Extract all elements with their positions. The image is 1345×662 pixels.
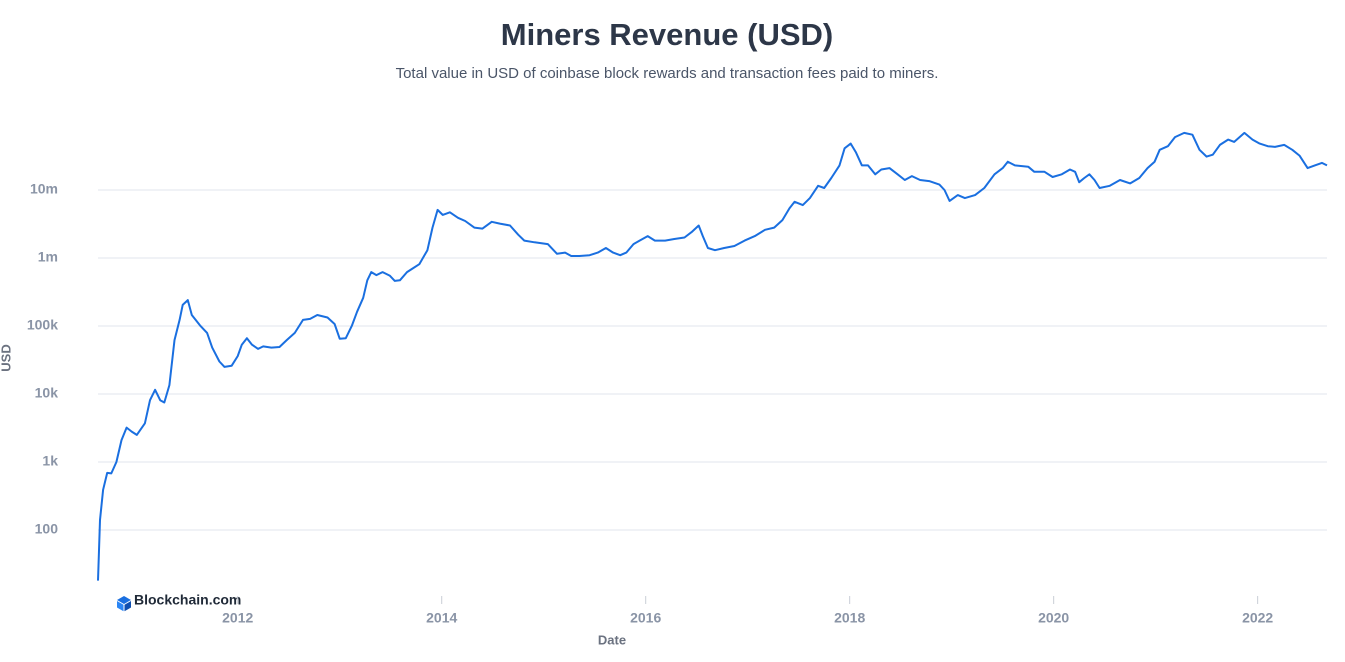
watermark-logo — [117, 596, 131, 612]
y-tick-label: 1m — [38, 249, 58, 265]
chart-title: Miners Revenue (USD) — [501, 17, 833, 52]
y-tick-label: 100 — [35, 521, 59, 537]
x-tick-label: 2022 — [1242, 610, 1273, 626]
x-tick-label: 2018 — [834, 610, 865, 626]
x-tick-label: 2012 — [222, 610, 253, 626]
chart-subtitle: Total value in USD of coinbase block rew… — [396, 65, 939, 82]
y-tick-label: 100k — [27, 317, 58, 333]
watermark: Blockchain.com — [134, 592, 241, 608]
y-axis-label: USD — [0, 344, 13, 371]
x-tick-label: 2016 — [630, 610, 661, 626]
x-tick-label: 2014 — [426, 610, 457, 626]
data-line — [97, 131, 1328, 581]
y-tick-label: 10m — [30, 181, 58, 197]
x-axis-label: Date — [598, 632, 626, 647]
x-tick-label: 2020 — [1038, 610, 1069, 626]
y-tick-label: 10k — [35, 385, 59, 401]
y-tick-label: 1k — [42, 453, 58, 469]
